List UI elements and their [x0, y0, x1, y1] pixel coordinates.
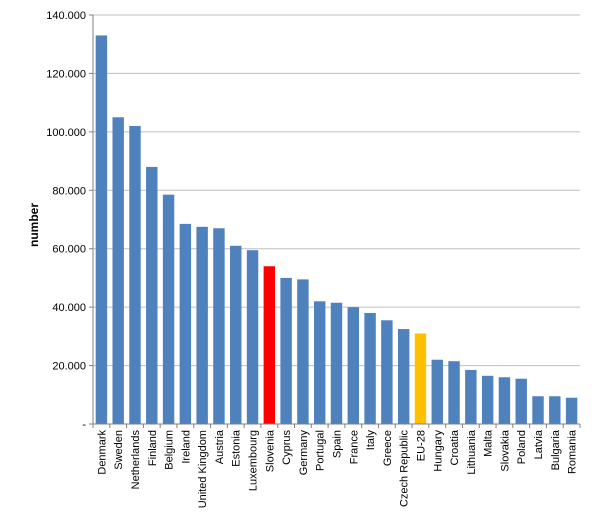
bar-netherlands: [129, 126, 141, 424]
x-tick-label: EU-28: [415, 430, 427, 461]
bar-belgium: [162, 194, 175, 424]
bar-denmark: [95, 35, 108, 424]
bar-slovenia: [263, 266, 276, 424]
x-tick-label: Bulgaria: [550, 429, 562, 470]
tick-labels: - 20.000 40.000 60.000 80.000 100.000 120.000 1…: [46, 10, 578, 508]
x-tick-label: Croatia: [449, 429, 461, 465]
x-tick-label: Spain: [332, 430, 344, 458]
x-tick-label: Italy: [365, 430, 377, 451]
bar-ireland: [179, 223, 192, 424]
x-tick-label: Cyprus: [281, 430, 293, 465]
x-tick-label: United Kingdom: [197, 430, 209, 508]
x-tick-label: Denmark: [96, 430, 108, 475]
x-tick-label: Lithuania: [466, 429, 478, 475]
bar-portugal: [313, 301, 326, 424]
x-tick-label: Portugal: [315, 430, 327, 471]
bar-romania: [565, 397, 578, 424]
bar-eu-28: [414, 333, 427, 424]
y-tick-label: 120.000: [46, 68, 86, 80]
bar-cyprus: [280, 277, 292, 424]
y-tick-label: 20.000: [52, 361, 86, 373]
x-tick-label: Sweden: [113, 430, 125, 470]
bar-bulgaria: [549, 396, 561, 424]
x-tick-label: Poland: [516, 430, 528, 464]
bar-germany: [297, 279, 309, 424]
bar-hungary: [431, 359, 443, 424]
bar-czech-republic: [397, 329, 410, 424]
bar-croatia: [448, 361, 460, 424]
x-tick-label: Estonia: [231, 429, 243, 467]
y-tick-label: 140.000: [46, 10, 86, 22]
x-tick-label: Czech Republic: [399, 430, 411, 508]
x-tick-label: Malta: [483, 429, 495, 457]
bar-poland: [515, 378, 527, 424]
bars: [95, 35, 578, 424]
bar-greece: [381, 320, 393, 424]
x-tick-label: Latvia: [533, 429, 545, 459]
bar-united-kingdom: [196, 226, 208, 424]
x-tick-label: Greece: [382, 430, 394, 466]
axes: [89, 14, 581, 428]
x-tick-label: Romania: [567, 429, 579, 474]
x-tick-label: France: [348, 430, 360, 464]
y-axis-label: number: [27, 203, 41, 247]
bar-slovakia: [498, 377, 511, 424]
bar-malta: [481, 375, 494, 424]
x-tick-label: Germany: [298, 430, 310, 476]
x-tick-label: Finland: [147, 430, 159, 466]
y-tick-label: 40.000: [52, 302, 86, 314]
bar-france: [347, 307, 360, 424]
x-tick-label: Slovakia: [499, 429, 511, 471]
bar-finland: [146, 166, 158, 424]
bar-luxembourg: [246, 250, 259, 424]
x-tick-label: Belgium: [164, 430, 176, 470]
y-tick-label: -: [82, 419, 86, 431]
bar-austria: [213, 228, 225, 424]
y-tick-label: 60.000: [52, 244, 86, 256]
x-tick-label: Hungary: [432, 430, 444, 472]
y-tick-label: 80.000: [52, 185, 86, 197]
x-tick-label: Luxembourg: [248, 430, 260, 491]
bar-spain: [330, 302, 343, 424]
bar-latvia: [532, 396, 544, 424]
bar-lithuania: [465, 369, 477, 424]
y-tick-label: 100.000: [46, 127, 86, 139]
bar-sweden: [112, 117, 124, 424]
x-tick-label: Netherlands: [130, 430, 142, 490]
x-tick-label: Slovenia: [264, 429, 276, 472]
x-tick-label: Ireland: [180, 430, 192, 464]
bar-estonia: [230, 245, 242, 424]
bar-italy: [364, 312, 376, 424]
x-tick-label: Austria: [214, 429, 226, 464]
